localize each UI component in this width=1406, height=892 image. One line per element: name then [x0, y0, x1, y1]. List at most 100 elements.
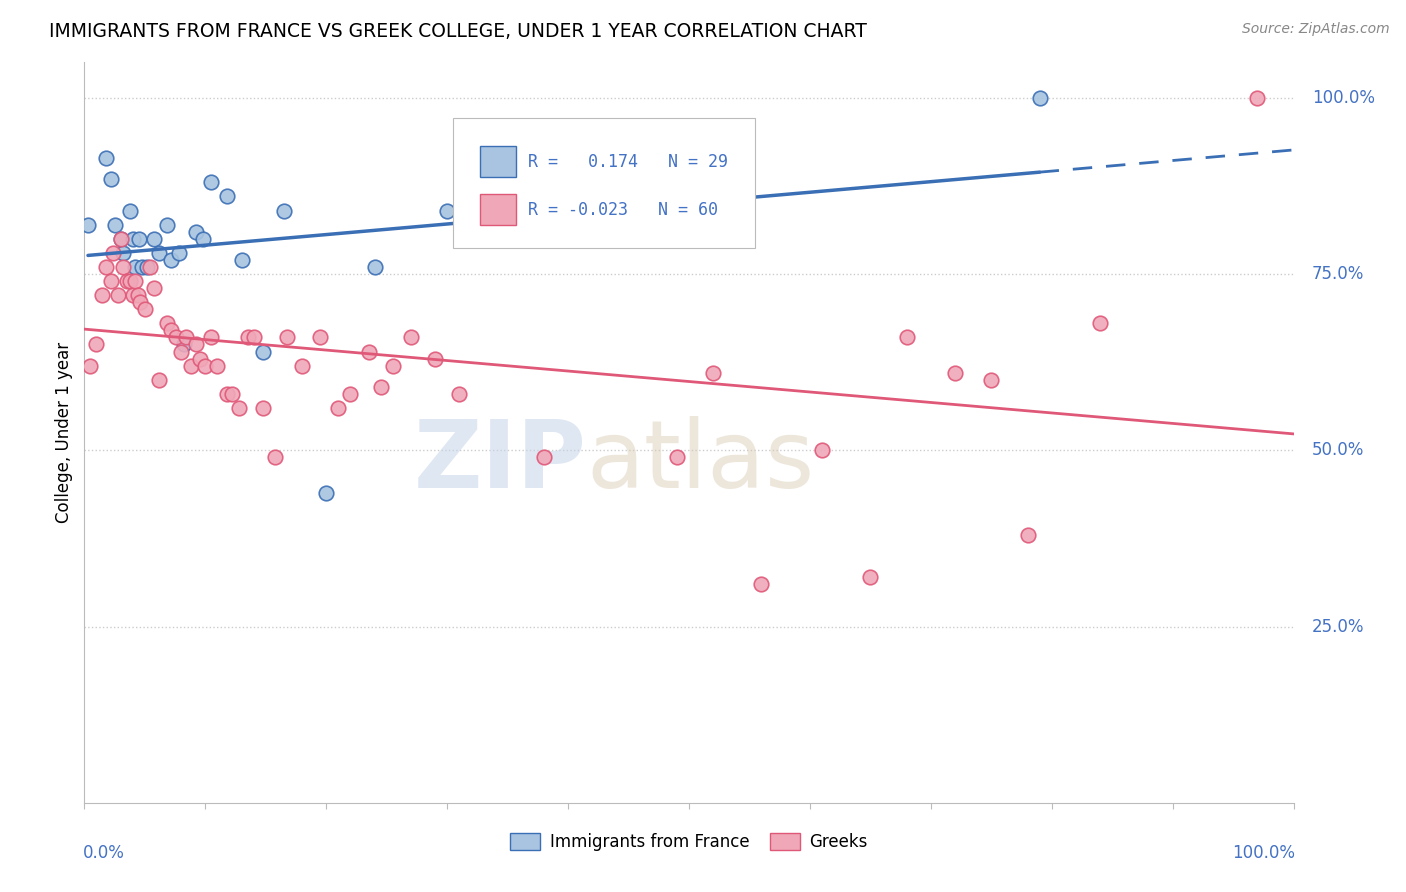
- Point: [155, 316, 177, 330]
- Text: 75.0%: 75.0%: [1312, 265, 1364, 283]
- Point: [112, 245, 135, 260]
- Point: [121, 288, 143, 302]
- Point: [215, 189, 238, 203]
- Point: [980, 373, 1002, 387]
- Point: [811, 443, 834, 458]
- Point: [104, 218, 127, 232]
- Point: [100, 171, 122, 186]
- Point: [77, 218, 100, 232]
- Point: [103, 245, 125, 260]
- Point: [896, 330, 918, 344]
- Point: [751, 577, 773, 591]
- Text: R =   0.174   N = 29: R = 0.174 N = 29: [529, 153, 728, 170]
- Point: [328, 401, 350, 415]
- Point: [143, 232, 166, 246]
- Point: [1246, 91, 1268, 105]
- Point: [112, 260, 135, 274]
- Text: Source: ZipAtlas.com: Source: ZipAtlas.com: [1241, 22, 1389, 37]
- Point: [107, 288, 129, 302]
- Point: [221, 387, 243, 401]
- Text: atlas: atlas: [586, 417, 814, 508]
- Point: [190, 351, 212, 366]
- Point: [943, 366, 966, 380]
- Point: [191, 232, 214, 246]
- Point: [115, 274, 138, 288]
- Point: [436, 203, 458, 218]
- Point: [363, 260, 385, 274]
- Point: [134, 302, 156, 317]
- Text: 0.0%: 0.0%: [83, 844, 125, 862]
- Point: [423, 351, 446, 366]
- Point: [86, 337, 108, 351]
- Point: [370, 380, 392, 394]
- Point: [165, 330, 187, 344]
- FancyBboxPatch shape: [479, 194, 516, 226]
- Text: 50.0%: 50.0%: [1312, 442, 1364, 459]
- FancyBboxPatch shape: [453, 118, 755, 247]
- Point: [449, 387, 471, 401]
- Point: [128, 232, 150, 246]
- Point: [381, 359, 404, 373]
- Point: [231, 252, 253, 267]
- Point: [79, 359, 101, 373]
- Point: [194, 359, 217, 373]
- Point: [127, 288, 149, 302]
- Point: [91, 288, 114, 302]
- Point: [1017, 528, 1039, 542]
- Point: [121, 232, 143, 246]
- FancyBboxPatch shape: [479, 146, 516, 178]
- Point: [160, 252, 183, 267]
- Point: [309, 330, 332, 344]
- Point: [131, 260, 153, 274]
- Point: [124, 274, 146, 288]
- Point: [228, 401, 250, 415]
- Point: [291, 359, 314, 373]
- Point: [399, 330, 422, 344]
- Point: [110, 232, 132, 246]
- Point: [215, 387, 238, 401]
- Point: [859, 570, 882, 584]
- Point: [170, 344, 193, 359]
- Text: R = -0.023   N = 60: R = -0.023 N = 60: [529, 201, 718, 219]
- Point: [100, 274, 122, 288]
- Point: [173, 337, 195, 351]
- Point: [1088, 316, 1111, 330]
- Point: [167, 245, 190, 260]
- Point: [357, 344, 380, 359]
- Point: [110, 232, 132, 246]
- Point: [94, 151, 117, 165]
- Point: [273, 203, 295, 218]
- Point: [129, 295, 152, 310]
- Point: [124, 260, 146, 274]
- Point: [94, 260, 117, 274]
- Text: ZIP: ZIP: [413, 417, 586, 508]
- Point: [276, 330, 298, 344]
- Point: [1028, 91, 1050, 105]
- Point: [136, 260, 159, 274]
- Point: [665, 450, 688, 465]
- Point: [148, 373, 170, 387]
- Point: [174, 330, 197, 344]
- Point: [339, 387, 361, 401]
- Point: [207, 359, 229, 373]
- Text: IMMIGRANTS FROM FRANCE VS GREEK COLLEGE, UNDER 1 YEAR CORRELATION CHART: IMMIGRANTS FROM FRANCE VS GREEK COLLEGE,…: [49, 22, 868, 41]
- Text: 25.0%: 25.0%: [1312, 617, 1364, 635]
- Point: [242, 330, 264, 344]
- Y-axis label: College, Under 1 year: College, Under 1 year: [55, 342, 73, 524]
- Point: [143, 281, 166, 295]
- Point: [315, 485, 337, 500]
- Point: [200, 330, 222, 344]
- Point: [120, 203, 142, 218]
- Text: 100.0%: 100.0%: [1232, 844, 1295, 862]
- Point: [120, 274, 142, 288]
- Point: [702, 366, 724, 380]
- Point: [184, 225, 207, 239]
- Point: [264, 450, 287, 465]
- Point: [236, 330, 259, 344]
- Point: [252, 401, 274, 415]
- Point: [148, 245, 170, 260]
- Point: [155, 218, 177, 232]
- Point: [160, 323, 183, 337]
- Point: [200, 175, 222, 189]
- Point: [180, 359, 202, 373]
